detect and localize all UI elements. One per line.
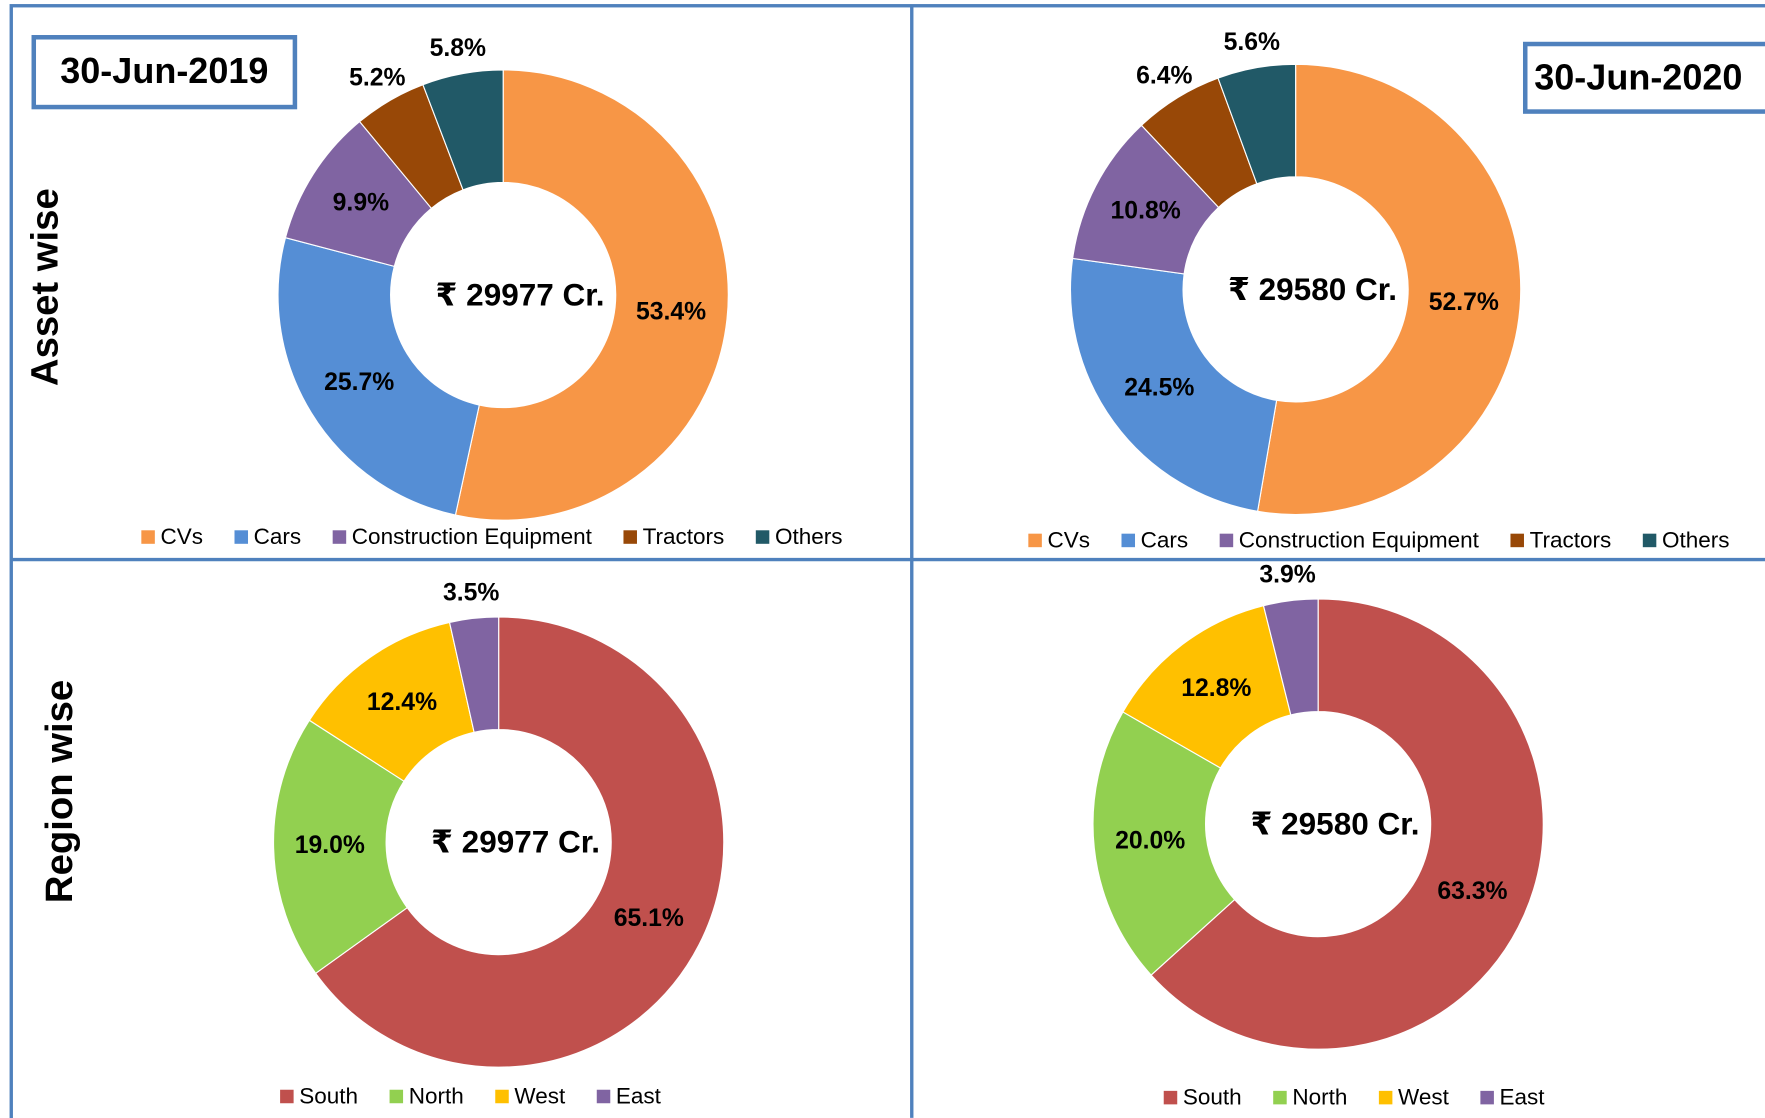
legend-label: East [616,1084,662,1109]
donut-slice [422,69,504,191]
legend-label: South [299,1084,358,1109]
legend-label: Construction Equipment [352,524,593,549]
legend-swatch [389,1089,404,1104]
legend-label: Tractors [643,524,725,549]
legend-label: West [1398,1085,1450,1110]
value-label: 10.8% [1111,197,1181,224]
donut-slice [1262,598,1319,716]
value-label: 3.9% [1259,562,1315,589]
legend-swatch [332,530,347,544]
legend-label: Cars [1141,528,1189,553]
donut-slice [308,621,475,782]
legend-swatch [1480,1090,1494,1105]
legend-swatch [234,530,249,544]
value-label: 52.7% [1429,289,1499,316]
value-label: 63.3% [1437,878,1507,905]
legend-swatch [1642,533,1657,548]
donut-slice [314,616,725,1068]
legend: South North West East [1163,1085,1546,1110]
legend-swatch [141,530,155,544]
legend-swatch [1510,533,1524,548]
value-label: 19.0% [295,832,365,859]
donut-slice [1092,711,1236,976]
donut-slice [1069,257,1278,512]
center-label: ₹ 29580 Cr. [1228,271,1397,307]
legend-swatch [1121,533,1136,548]
value-label: 5.8% [430,35,486,62]
legend: South North West East [280,1084,662,1109]
panel-borders [9,4,1765,1118]
legend-label: Others [775,524,843,549]
center-label: ₹ 29977 Cr. [431,824,600,860]
value-label: 65.1% [614,905,684,932]
donut-slice [1256,63,1522,516]
legend: CVs Cars Construction Equipment Tractors Oth… [141,524,842,549]
center-label: ₹ 29580 Cr. [1250,806,1419,842]
date-label: 30-Jun-2019 [60,50,268,91]
donut-slice [448,616,500,733]
donut-slice [1150,598,1544,1050]
legend-swatch [1028,533,1042,548]
row-label: Asset wise [23,188,66,386]
legend-swatch [495,1089,509,1104]
legend-label: Tractors [1530,528,1612,553]
center-label: ₹ 29977 Cr. [436,277,605,313]
legend-swatch [1378,1090,1393,1105]
value-label: 5.6% [1224,29,1280,56]
legend-label: CVs [1047,528,1090,553]
legend-swatch [623,530,637,544]
legend-swatch [1273,1090,1287,1105]
legend-label: Others [1662,528,1730,553]
donut-slice [277,236,480,516]
value-label: 12.8% [1181,675,1251,702]
value-label: 12.4% [367,689,437,716]
legend-label: North [409,1084,464,1109]
date-box [1522,41,1765,114]
outer-border [9,4,1765,1118]
legend-swatch [755,530,770,544]
legend-label: CVs [160,524,203,549]
value-label: 20.0% [1115,828,1185,855]
legend-swatch [1219,533,1234,548]
legend: CVs Cars Construction Equipment Tractors Oth… [1028,528,1729,553]
value-label: 25.7% [324,369,394,396]
legend-swatch [596,1089,611,1104]
legend-swatch [280,1089,294,1104]
value-label: 6.4% [1136,62,1192,89]
date-box [31,35,298,110]
legend-label: Construction Equipment [1239,528,1480,553]
legend-label: Cars [254,524,302,549]
value-label: 24.5% [1124,375,1194,402]
date-label: 30-Jun-2020 [1534,57,1742,98]
legend-label: North [1292,1085,1347,1110]
legend-label: West [514,1084,566,1109]
value-label: 9.9% [333,190,389,217]
donut-slice [273,719,408,975]
row-label: Region wise [38,680,81,903]
value-label: 53.4% [636,299,706,326]
donut-slice [454,69,729,521]
legend-label: East [1500,1085,1546,1110]
donut-slice [1217,63,1297,185]
value-label: 5.2% [349,65,405,92]
legend-swatch [1163,1090,1178,1105]
legend-label: South [1183,1085,1242,1110]
value-label: 3.5% [443,579,499,606]
